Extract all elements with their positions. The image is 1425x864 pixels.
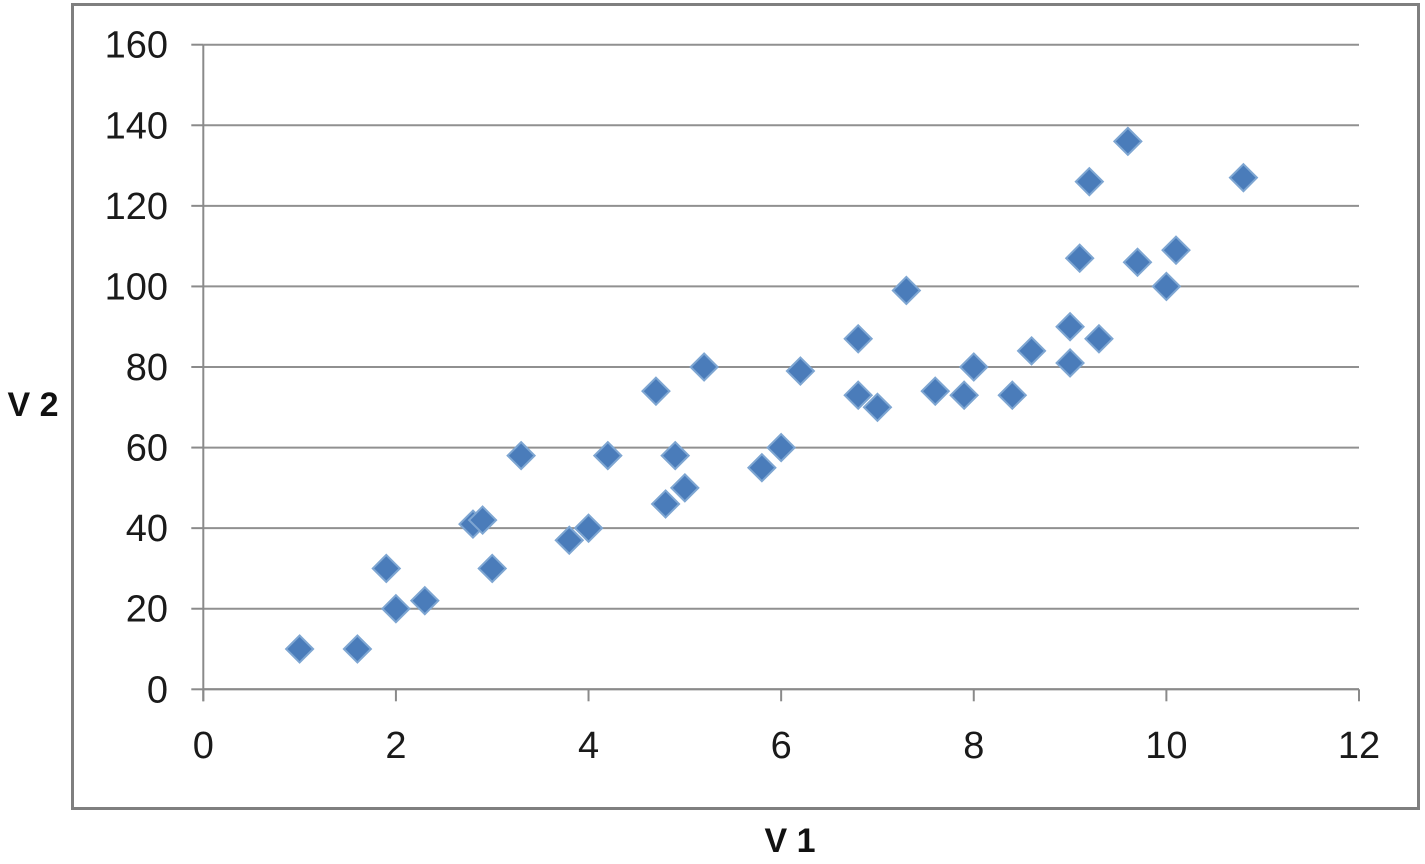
x-tick-label: 10 xyxy=(1145,725,1187,767)
data-point-marker xyxy=(766,432,797,463)
data-point-marker xyxy=(554,525,585,556)
data-point-marker xyxy=(1112,126,1143,157)
data-point-marker xyxy=(891,275,922,306)
data-point-marker xyxy=(477,553,508,584)
x-tick-label: 8 xyxy=(963,725,984,767)
data-point-marker xyxy=(1228,162,1259,193)
y-tick-label: 120 xyxy=(105,186,168,228)
data-point-marker xyxy=(641,376,671,407)
data-point-marker xyxy=(650,489,681,519)
data-point-marker xyxy=(284,634,315,664)
x-axis-title: V 1 xyxy=(764,822,816,860)
data-point-marker xyxy=(467,505,498,536)
data-point-marker xyxy=(1055,348,1085,378)
data-point-marker xyxy=(746,452,777,483)
data-point-marker xyxy=(1151,271,1182,302)
data-point-marker xyxy=(1161,235,1191,266)
y-tick-label: 80 xyxy=(126,347,168,389)
data-point-marker xyxy=(592,440,623,471)
y-axis-title: V 2 xyxy=(7,386,59,424)
x-tick-label: 12 xyxy=(1338,725,1380,767)
data-point-marker xyxy=(1084,323,1114,354)
data-point-marker xyxy=(1055,311,1085,342)
data-point-marker xyxy=(669,472,700,503)
data-point-marker xyxy=(1074,166,1105,197)
data-point-marker xyxy=(381,593,411,624)
data-point-marker xyxy=(1016,335,1047,366)
y-tick-label: 60 xyxy=(126,428,168,470)
data-point-marker xyxy=(689,352,720,382)
x-tick-label: 4 xyxy=(578,725,599,767)
data-point-marker xyxy=(409,585,440,616)
data-point-marker xyxy=(573,513,604,544)
data-point-marker xyxy=(342,634,373,664)
y-tick-label: 140 xyxy=(105,105,168,147)
y-tick-label: 20 xyxy=(126,589,168,631)
data-point-marker xyxy=(843,323,874,354)
y-tick-label: 40 xyxy=(126,508,168,550)
data-point-marker xyxy=(997,380,1028,411)
data-point-marker xyxy=(506,440,537,471)
x-tick-label: 2 xyxy=(385,725,406,767)
data-point-marker xyxy=(1064,243,1095,274)
y-tick-label: 100 xyxy=(105,266,168,308)
data-point-marker xyxy=(1122,247,1153,278)
data-point-marker xyxy=(371,553,402,584)
data-point-marker xyxy=(660,440,691,471)
data-point-marker xyxy=(958,352,989,382)
chart-border xyxy=(71,3,1420,810)
data-point-marker xyxy=(785,356,816,386)
data-point-marker xyxy=(843,380,874,411)
y-tick-label: 160 xyxy=(105,25,168,67)
x-tick-label: 0 xyxy=(193,725,214,767)
x-tick-label: 6 xyxy=(771,725,792,767)
data-point-marker xyxy=(862,392,893,423)
data-point-marker xyxy=(920,376,951,407)
y-tick-label: 0 xyxy=(147,669,168,711)
data-point-marker xyxy=(949,380,980,411)
